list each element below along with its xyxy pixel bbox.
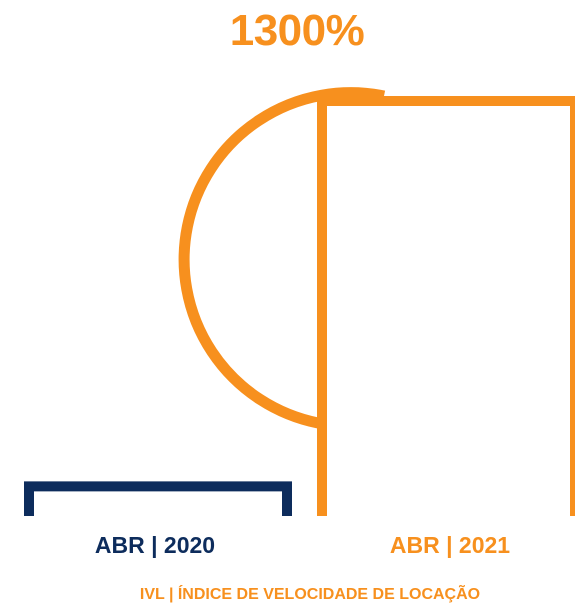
bar-abr-2021 — [317, 96, 575, 516]
category-label-abr-2020: ABR | 2020 — [94, 532, 216, 558]
growth-arc — [178, 87, 386, 429]
chart-footer-title: IVL | ÍNDICE DE VELOCIDADE DE LOCAÇÃO — [139, 586, 481, 603]
category-label-abr-2021: ABR | 2021 — [389, 532, 511, 558]
growth-annotation: 1300% — [229, 6, 365, 55]
bar-abr-2020 — [24, 481, 292, 516]
